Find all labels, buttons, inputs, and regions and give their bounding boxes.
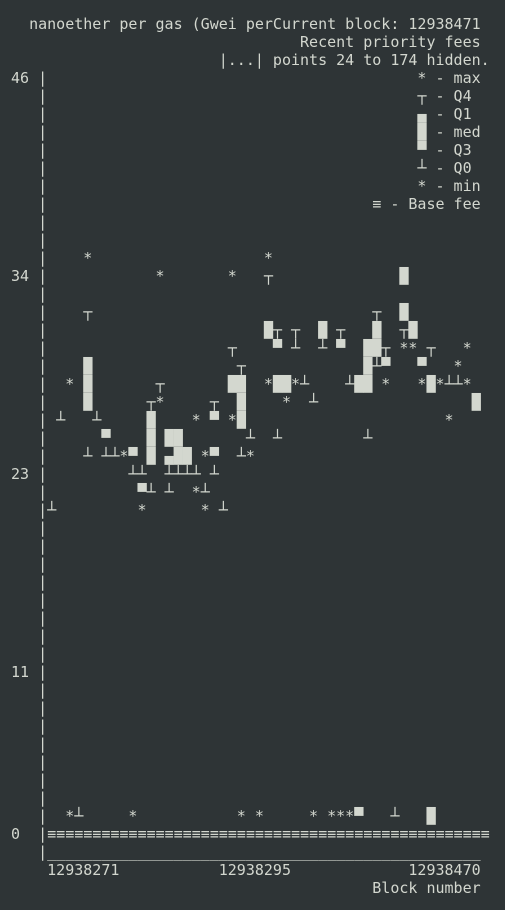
- terminal-line: | ┴ ┴┴*▀ █ ▄██ *▀ ┴*: [2, 447, 255, 465]
- terminal-line: | * █ ┬ ██ *██*┴ ┴██ * *█*┴┴*: [2, 375, 472, 393]
- terminal-line: | ┴ - Q0: [2, 159, 472, 177]
- terminal-line: | *┴ * * * * ***▀ ┴ █: [2, 807, 436, 825]
- terminal-line: | ▀ - Q3: [2, 141, 472, 159]
- terminal-line: |: [2, 519, 48, 537]
- terminal-line: | ┴ ┴ █ * ▀ *█ *: [2, 411, 454, 429]
- terminal-line: |: [2, 573, 48, 591]
- terminal-line: | ≡ - Base fee: [2, 195, 481, 213]
- terminal-line: | ▀┴ ┴ *┴: [2, 483, 210, 501]
- terminal-line: |...| points 24 to 174 hidden.: [2, 51, 490, 69]
- terminal-line: |: [2, 285, 48, 303]
- terminal-line: | ┬ - Q4: [2, 87, 472, 105]
- terminal-line: |: [2, 645, 48, 663]
- terminal-line: Block number: [2, 879, 481, 897]
- terminal-line: | * *: [2, 249, 273, 267]
- terminal-line: |: [2, 699, 48, 717]
- terminal-line: |: [2, 627, 48, 645]
- terminal-line: | * - min: [2, 177, 481, 195]
- terminal-line: | ▀ █ ██ ┴ ┴ ┴: [2, 429, 373, 447]
- terminal-line: | █┬ ┬ █ ┬ █ ┬█: [2, 321, 418, 339]
- terminal-line: | ┬ ┬ █: [2, 303, 409, 321]
- terminal-line: |┴ * * ┴: [2, 501, 228, 519]
- terminal-line: |: [2, 681, 48, 699]
- terminal-line: |: [2, 555, 48, 573]
- terminal-line: |: [2, 231, 48, 249]
- terminal-line: |: [2, 789, 48, 807]
- terminal-line: |: [2, 753, 48, 771]
- terminal-line: | ┬ ▀ ┴ ┴ ▀ ██┬ ** ┬ *: [2, 339, 472, 357]
- terminal-line: |: [2, 735, 48, 753]
- terminal-line: 12938271 12938295 12938470: [2, 861, 481, 879]
- terminal: nanoether per gas (Gwei perCurrent block…: [2, 15, 502, 905]
- terminal-line: nanoether per gas (Gwei perCurrent block…: [2, 15, 481, 33]
- terminal-line: | █ ┬ █┴▀ ▀ *: [2, 357, 463, 375]
- terminal-line: |: [2, 591, 48, 609]
- terminal-line: Recent priority fees: [2, 33, 481, 51]
- terminal-line: 0 |≡≡≡≡≡≡≡≡≡≡≡≡≡≡≡≡≡≡≡≡≡≡≡≡≡≡≡≡≡≡≡≡≡≡≡≡≡…: [2, 825, 490, 843]
- terminal-line: 11 |: [2, 663, 48, 681]
- terminal-line: 23 | ┴┴ ┴┴┴┴ ┴: [2, 465, 219, 483]
- terminal-line: |: [2, 771, 48, 789]
- terminal-line: |: [2, 213, 48, 231]
- terminal-line: |: [2, 717, 48, 735]
- terminal-line: 46 | * - max: [2, 69, 481, 87]
- terminal-line: | █ ┬* ┬ █ * ┴ █: [2, 393, 481, 411]
- terminal-line: |_______________________________________…: [2, 843, 481, 861]
- terminal-line: |: [2, 537, 48, 555]
- terminal-line: | ▄ - Q1: [2, 105, 472, 123]
- terminal-line: |: [2, 609, 48, 627]
- terminal-line: | █ - med: [2, 123, 481, 141]
- terminal-line: 34 | * * ┬ █: [2, 267, 409, 285]
